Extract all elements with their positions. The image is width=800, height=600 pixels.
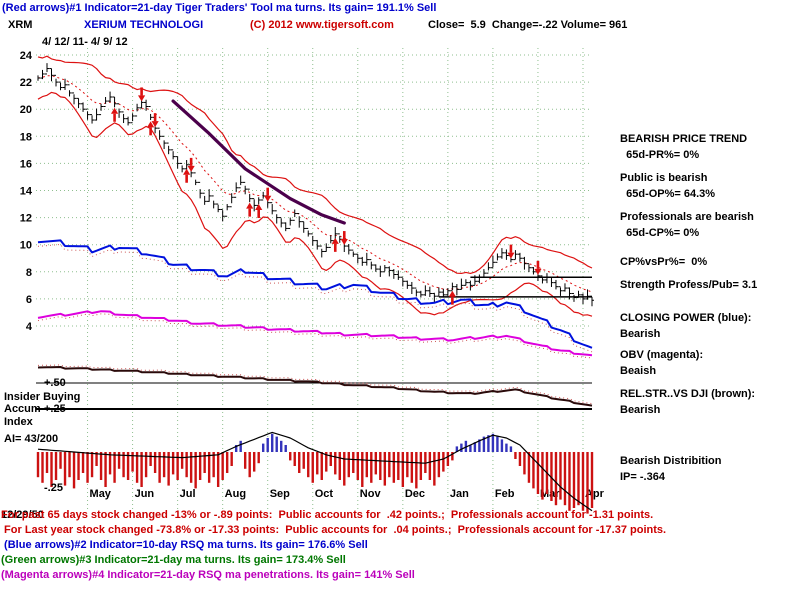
ip-value: IP= -.364 xyxy=(620,471,665,483)
rel-str-label: REL.STR..VS DJI (brown): xyxy=(620,388,756,400)
svg-text:Dec: Dec xyxy=(405,488,425,500)
svg-text:Aug: Aug xyxy=(225,488,246,500)
svg-text:8: 8 xyxy=(26,267,32,279)
svg-text:24: 24 xyxy=(20,50,33,62)
svg-text:10: 10 xyxy=(20,240,32,252)
ai-value-label: AI= 43/200 xyxy=(4,433,59,445)
svg-text:Nov: Nov xyxy=(360,488,382,500)
svg-text:12: 12 xyxy=(20,213,32,225)
svg-text:Sep: Sep xyxy=(270,488,290,500)
price-trend-status: BEARISH PRICE TREND xyxy=(620,133,748,145)
svg-text:Apr: Apr xyxy=(585,488,605,500)
indicator4-line: (Magenta arrows)#4 Indicator=21-day RSQ … xyxy=(1,569,415,581)
svg-text:Oct: Oct xyxy=(315,488,334,500)
public-sentiment: Public is bearish xyxy=(620,172,708,184)
ticker-symbol: XRM xyxy=(8,19,33,31)
distribution-status: Bearish Distribition xyxy=(620,455,722,467)
svg-text:May: May xyxy=(90,488,112,500)
pr-percent-value: 65d-PR%= 0% xyxy=(620,149,700,161)
past-65-days-line: For past 65 days stock changed -13% or -… xyxy=(1,509,654,521)
closing-power-status: Bearish xyxy=(620,328,661,340)
strength-ratio: Strength Profess/Pub= 3.1 xyxy=(620,279,758,291)
scale-plus50-label: +.50 xyxy=(44,377,66,389)
obv-status: Beaish xyxy=(620,365,657,377)
indicator3-line: (Green arrows)#3 Indicator=21-day ma tur… xyxy=(1,554,346,566)
cp-vs-pr-value: CP%vsPr%= 0% xyxy=(620,256,708,268)
svg-text:16: 16 xyxy=(20,158,32,170)
quote-line: Close= 5.9 Change=-.22 Volume= 961 xyxy=(428,19,628,31)
svg-text:14: 14 xyxy=(20,186,33,198)
insider-buying-label: Insider Buying xyxy=(4,391,81,403)
date-artifact-text: 12/29/50 xyxy=(1,509,44,521)
rel-str-status: Bearish xyxy=(620,404,661,416)
professional-sentiment: Professionals are bearish xyxy=(620,211,754,223)
svg-text:Feb: Feb xyxy=(495,488,515,500)
svg-text:Jan: Jan xyxy=(450,488,469,500)
indicator1-header: (Red arrows)#1 Indicator=21-day Tiger Tr… xyxy=(2,2,437,14)
cp-percent-value: 65d-CP%= 0% xyxy=(620,227,700,239)
accum-label: Accum xyxy=(4,403,41,415)
scale-minus25-label: -.25 xyxy=(44,482,63,494)
svg-text:Jul: Jul xyxy=(180,488,196,500)
svg-text:20: 20 xyxy=(20,104,32,116)
index-label: Index xyxy=(4,416,33,428)
svg-text:6: 6 xyxy=(26,294,32,306)
date-range: 4/ 12/ 11- 4/ 9/ 12 xyxy=(42,36,128,48)
svg-text:4: 4 xyxy=(26,321,33,333)
copyright-text: (C) 2012 www.tigersoft.com xyxy=(250,19,394,31)
closing-power-label: CLOSING POWER (blue): xyxy=(620,312,752,324)
svg-text:Jun: Jun xyxy=(135,488,155,500)
last-year-line: For Last year stock changed -73.8% or -1… xyxy=(1,524,667,536)
svg-text:18: 18 xyxy=(20,131,32,143)
op-percent-value: 65d-OP%= 64.3% xyxy=(620,188,716,200)
svg-text:22: 22 xyxy=(20,77,32,89)
company-name: XERIUM TECHNOLOGI xyxy=(84,19,204,31)
obv-label: OBV (magenta): xyxy=(620,349,704,361)
scale-plus25-label: +.25 xyxy=(44,403,66,415)
indicator2-line: (Blue arrows)#2 Indicator=10-day RSQ ma … xyxy=(1,539,368,551)
